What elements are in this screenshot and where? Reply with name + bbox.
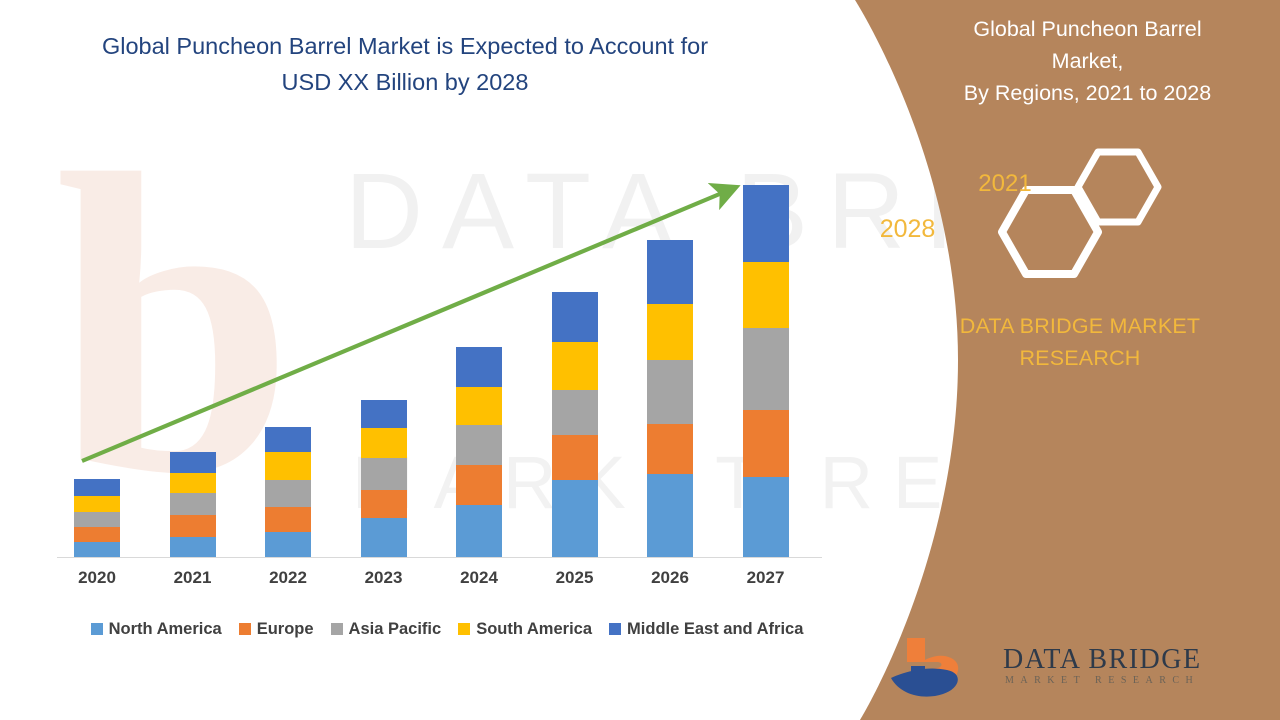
bar-segment xyxy=(647,304,693,360)
company-logo: DATA BRIDGE MARKET RESEARCH xyxy=(885,630,1200,702)
bar-segment xyxy=(647,240,693,304)
bar-segment xyxy=(551,435,598,480)
bar-segment xyxy=(360,400,407,428)
chart-plot-area: 2020 2021 2022 2023 2024 2025 2026 2027 xyxy=(0,183,860,596)
logo-wordmark: DATA BRIDGE xyxy=(1003,644,1202,675)
bar-segment xyxy=(360,458,407,490)
brand-name-line-2: RESEARCH xyxy=(1019,346,1141,370)
x-axis-tick-label: 2022 xyxy=(269,568,307,587)
bar-column xyxy=(74,479,120,557)
x-axis-labels: 2020 2021 2022 2023 2024 2025 2026 2027 xyxy=(0,568,860,596)
x-axis-tick-label: 2025 xyxy=(555,568,594,587)
bar-column xyxy=(742,185,789,557)
right-panel-title-line-3: By Regions, 2021 to 2028 xyxy=(963,81,1212,105)
x-axis-tick-label: 2026 xyxy=(651,568,689,587)
legend-item: South America xyxy=(458,620,592,639)
bar-segment xyxy=(360,518,407,557)
bar-segment xyxy=(456,347,502,387)
bar-segment xyxy=(74,527,120,542)
legend-swatch-icon xyxy=(238,623,251,635)
right-panel-title-line-1: Global Puncheon Barrel xyxy=(973,17,1202,41)
bar-segment xyxy=(456,465,502,505)
legend-swatch-icon xyxy=(458,623,471,635)
bar-segment xyxy=(742,477,789,557)
legend-item: Asia Pacific xyxy=(330,619,442,639)
bar-column xyxy=(265,427,311,557)
brand-panel-content: Global Puncheon Barrel Market, By Region… xyxy=(830,0,1280,720)
legend-label: South America xyxy=(476,619,593,638)
hexagon-label-2028: 2028 xyxy=(879,215,936,243)
legend-item: North America xyxy=(90,619,222,639)
bar-segment xyxy=(169,452,216,473)
bar-segment xyxy=(456,425,502,465)
legend-label: Europe xyxy=(256,619,314,638)
chart-title: Global Puncheon Barrel Market is Expecte… xyxy=(60,28,750,100)
bar-segment xyxy=(169,473,216,493)
bar-segment xyxy=(360,490,407,518)
bar-segment xyxy=(74,542,120,557)
legend-swatch-icon xyxy=(609,623,622,635)
bar-segment xyxy=(647,424,693,474)
right-panel-title: Global Puncheon Barrel Market, By Region… xyxy=(915,13,1260,109)
bar-segment xyxy=(265,532,311,557)
bar-segment xyxy=(169,493,216,515)
bar-column xyxy=(551,292,598,557)
bar-column xyxy=(456,347,502,557)
brand-panel-shape xyxy=(855,0,1280,720)
legend-label: North America xyxy=(108,619,222,638)
bar-segment xyxy=(456,505,502,557)
bar-segment xyxy=(74,479,120,496)
hexagon-outlines-icon xyxy=(998,148,1162,278)
x-axis-tick-label: 2023 xyxy=(364,568,403,587)
brand-name-line-1: DATA BRIDGE MARKET xyxy=(959,314,1201,338)
legend-label: Middle East and Africa xyxy=(627,619,804,638)
brand-name-text: DATA BRIDGE MARKET RESEARCH xyxy=(890,310,1270,374)
legend-item: Europe xyxy=(238,619,314,639)
growth-arrow xyxy=(81,183,741,463)
bar-segment xyxy=(169,515,216,537)
bar-segment xyxy=(74,512,120,527)
x-axis-tick-label: 2021 xyxy=(173,568,212,587)
bar-segment xyxy=(456,387,502,425)
bar-segment xyxy=(265,507,311,532)
legend-swatch-icon xyxy=(330,623,343,635)
bar-segment xyxy=(74,496,120,512)
bar-segment xyxy=(360,428,407,458)
bar-segment xyxy=(742,410,789,477)
x-axis-tick-label: 2024 xyxy=(460,568,498,587)
x-axis-line xyxy=(57,557,822,558)
bar-segment xyxy=(551,342,598,390)
right-panel-title-line-2: Market, xyxy=(1051,49,1124,73)
data-bridge-b-icon xyxy=(891,638,959,697)
chart-title-line-1: Global Puncheon Barrel Market is Expecte… xyxy=(101,33,709,59)
bar-segment xyxy=(551,292,598,342)
bar-segment xyxy=(551,390,598,435)
bar-segment xyxy=(265,452,311,480)
bar-segment xyxy=(551,480,598,557)
bar-segment xyxy=(647,360,693,424)
chart-legend: North America Europe Asia Pacific South Ame… xyxy=(52,616,842,642)
bar-segment xyxy=(265,480,311,507)
bar-segment xyxy=(647,474,693,557)
bar-column xyxy=(360,400,407,557)
hexagon-group xyxy=(970,140,1200,295)
legend-item: Middle East and Africa xyxy=(609,620,803,639)
bar-column xyxy=(647,240,693,557)
hexagon-label-2021: 2021 xyxy=(978,170,1032,197)
bar-segment xyxy=(265,427,311,452)
right-brand-panel: Global Puncheon Barrel Market, By Region… xyxy=(830,0,1280,720)
bar-segment xyxy=(742,328,789,410)
logo-tagline: MARKET RESEARCH xyxy=(1005,675,1200,686)
bar-segment xyxy=(742,185,789,262)
x-axis-tick-label: 2020 xyxy=(78,568,116,587)
bar-segment xyxy=(742,262,789,328)
bar-segment xyxy=(169,537,216,557)
bar-column xyxy=(169,452,216,557)
chart-title-line-2: USD XX Billion by 2028 xyxy=(281,69,529,95)
legend-label: Asia Pacific xyxy=(348,619,442,638)
x-axis-tick-label: 2027 xyxy=(746,568,785,587)
legend-swatch-icon xyxy=(90,623,103,635)
